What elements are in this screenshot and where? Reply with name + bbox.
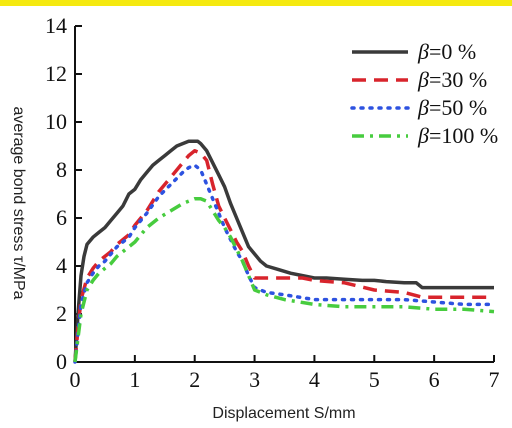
y-tick-label: 4	[56, 253, 67, 278]
legend-label-1: β=30 %	[417, 67, 487, 92]
legend-value: =100 %	[429, 123, 498, 148]
x-tick-label: 3	[249, 367, 260, 392]
series-layer	[73, 139, 496, 364]
y-tick-label: 2	[56, 301, 67, 326]
x-tick-label: 7	[489, 367, 500, 392]
y-axis-title: average bond stress τ/MPa	[10, 106, 27, 299]
series-line-1	[73, 149, 494, 363]
series-line-2	[73, 163, 496, 364]
legend-beta-symbol: β	[417, 95, 429, 120]
top-highlight-bar	[0, 0, 512, 6]
legend-label-0: β=0 %	[417, 39, 476, 64]
y-tick-label: 14	[45, 13, 67, 38]
x-tick-label: 1	[129, 367, 140, 392]
legend-value: =0 %	[429, 39, 476, 64]
y-tick-label: 10	[45, 109, 67, 134]
legend-label-2: β=50 %	[417, 95, 487, 120]
series-line-3	[73, 197, 495, 363]
legend-beta-symbol: β	[417, 67, 429, 92]
y-tick-label: 8	[56, 157, 67, 182]
legend: β=0 %β=30 %β=50 %β=100 %	[350, 39, 498, 148]
legend-label-3: β=100 %	[417, 123, 498, 148]
y-tick-label: 6	[56, 205, 67, 230]
x-tick-label: 4	[309, 367, 320, 392]
x-tick-label: 2	[189, 367, 200, 392]
x-axis-title: Displacement S/mm	[212, 405, 355, 422]
y-tick-label: 12	[45, 61, 67, 86]
legend-beta-symbol: β	[417, 39, 429, 64]
legend-value: =50 %	[429, 95, 487, 120]
x-tick-label: 5	[369, 367, 380, 392]
series-line-0	[73, 139, 494, 363]
x-tick-label: 0	[70, 367, 81, 392]
legend-beta-symbol: β	[417, 123, 429, 148]
y-tick-label: 0	[56, 349, 67, 374]
legend-value: =30 %	[429, 67, 487, 92]
x-tick-label: 6	[429, 367, 440, 392]
